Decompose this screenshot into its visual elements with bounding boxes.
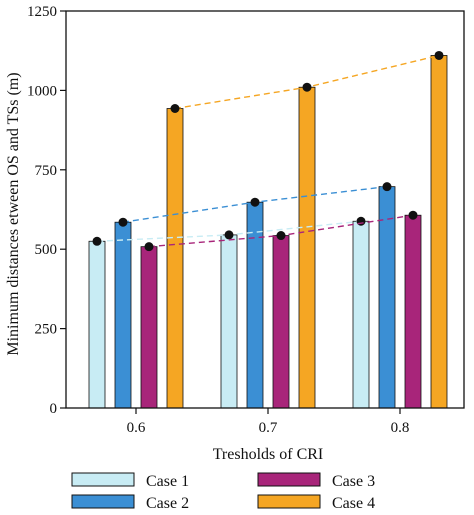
bar <box>352 220 370 409</box>
y-tick-label: 250 <box>35 322 58 338</box>
y-tick-label: 0 <box>50 401 58 417</box>
legend-label: Case 2 <box>146 495 189 512</box>
legend-label: Case 1 <box>146 473 189 490</box>
bar <box>272 235 290 409</box>
bar <box>404 214 422 409</box>
y-axis-title: Minimum distances etween OS and TSs (m) <box>5 72 22 355</box>
legend-label: Case 3 <box>332 473 375 490</box>
x-tick-label: 0.6 <box>127 420 146 436</box>
axes: 0 250 500 750 1000 1250 0.6 0.7 0.8 <box>27 4 465 436</box>
axes-frame <box>65 10 465 409</box>
data-point <box>144 242 154 252</box>
y-tick-label: 500 <box>35 242 58 258</box>
data-point <box>408 210 418 220</box>
data-point <box>118 217 128 227</box>
x-tick-label: 0.8 <box>391 420 410 436</box>
bar <box>140 246 158 409</box>
legend-label: Case 4 <box>332 495 375 512</box>
plot-area <box>88 50 448 409</box>
bar <box>430 55 448 409</box>
x-tick-label: 0.7 <box>259 420 278 436</box>
bar <box>220 234 238 409</box>
bar <box>114 221 132 409</box>
y-tick-label: 1000 <box>27 83 57 99</box>
y-tick-label: 750 <box>35 163 58 179</box>
data-point <box>250 197 260 207</box>
data-point <box>224 230 234 240</box>
y-tick-label: 1250 <box>27 4 57 20</box>
bar <box>88 240 106 409</box>
bar <box>166 108 184 409</box>
legend-swatch <box>71 472 135 487</box>
data-point <box>276 231 286 241</box>
data-point <box>302 82 312 92</box>
bar <box>298 86 316 409</box>
data-point <box>92 236 102 246</box>
legend-swatch <box>257 472 321 487</box>
legend-swatch <box>257 494 321 509</box>
data-point <box>434 50 444 60</box>
legend: Case 1 Case 2 Case 3 Case 4 <box>71 472 375 512</box>
data-point <box>382 182 392 192</box>
legend-swatch <box>71 494 135 509</box>
x-axis-title: Tresholds of CRI <box>213 446 324 463</box>
data-point <box>170 104 180 114</box>
